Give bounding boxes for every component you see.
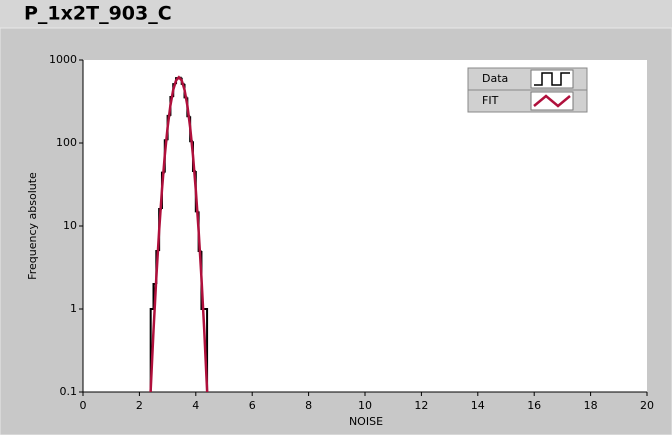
x-tick-label: 2	[136, 399, 143, 412]
x-tick-label: 16	[527, 399, 541, 412]
x-tick-label: 6	[249, 399, 256, 412]
y-tick-label: 1000	[49, 53, 77, 66]
header-bar	[0, 0, 672, 28]
plot-area	[83, 60, 647, 392]
y-tick-label: 0.1	[60, 385, 78, 398]
legend-swatch	[534, 72, 570, 86]
x-tick-label: 4	[192, 399, 199, 412]
x-tick-label: 10	[358, 399, 372, 412]
x-tick-label: 20	[640, 399, 654, 412]
x-tick-label: 0	[80, 399, 87, 412]
x-axis-label: NOISE	[349, 415, 383, 428]
x-tick-label: 14	[471, 399, 485, 412]
chart-title: P_1x2T_903_C	[24, 3, 172, 25]
y-axis-label: Frequency absolute	[26, 172, 39, 280]
fit-line	[149, 75, 209, 392]
legend: Data FIT	[467, 67, 588, 113]
legend-label: Data	[482, 72, 508, 85]
legend-swatch	[533, 94, 571, 108]
plot-marks	[149, 75, 209, 392]
x-tick-label: 8	[305, 399, 312, 412]
legend-label: FIT	[482, 94, 499, 107]
y-tick-label: 100	[56, 136, 77, 149]
y-tick-label: 1	[70, 302, 77, 315]
x-tick-label: 12	[414, 399, 428, 412]
x-tick-label: 18	[584, 399, 598, 412]
y-tick-label: 10	[63, 219, 77, 232]
